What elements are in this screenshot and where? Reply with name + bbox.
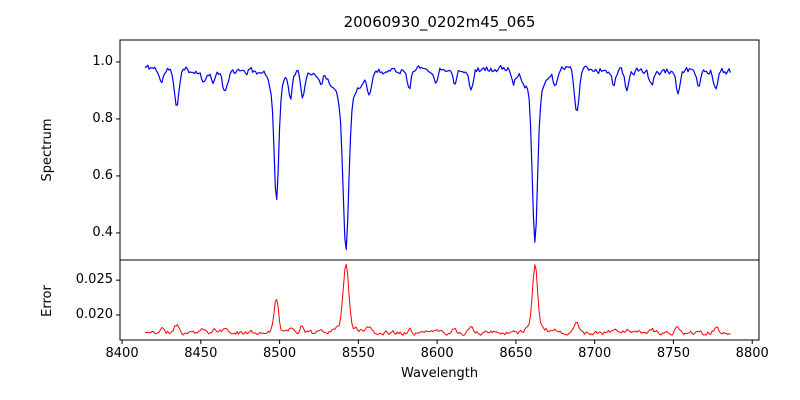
x-tick-label: 8450 [184,346,218,361]
error-y-axis-label: Error [40,285,55,317]
x-tick-label: 8400 [105,346,139,361]
error-line [144,263,731,336]
error-y-tick-label: 0.020 [75,306,113,322]
spectrum-y-tick-label: 1.0 [92,53,113,69]
spectrum-y-tick-label: 0.4 [92,224,113,240]
x-tick-label: 8800 [735,346,769,361]
spectrum-line [144,64,732,251]
x-axis-label: Wavelength [400,366,479,381]
x-tick-label: 8600 [420,346,454,361]
spectrum-y-tick-label: 0.6 [92,167,113,183]
spectrum-y-tick-label: 0.8 [92,110,113,126]
error-axes-frame [119,259,760,341]
error-y-tick-label: 0.025 [75,272,113,288]
x-tick-label: 8550 [341,346,375,361]
x-tick-label: 8700 [578,346,612,361]
x-tick-label: 8500 [263,346,297,361]
chart-title: 20060930_0202m45_065 [343,13,536,31]
x-tick-label: 8650 [499,346,533,361]
x-tick-label: 8750 [656,346,690,361]
spectrum-y-axis-label: Spectrum [40,118,55,182]
